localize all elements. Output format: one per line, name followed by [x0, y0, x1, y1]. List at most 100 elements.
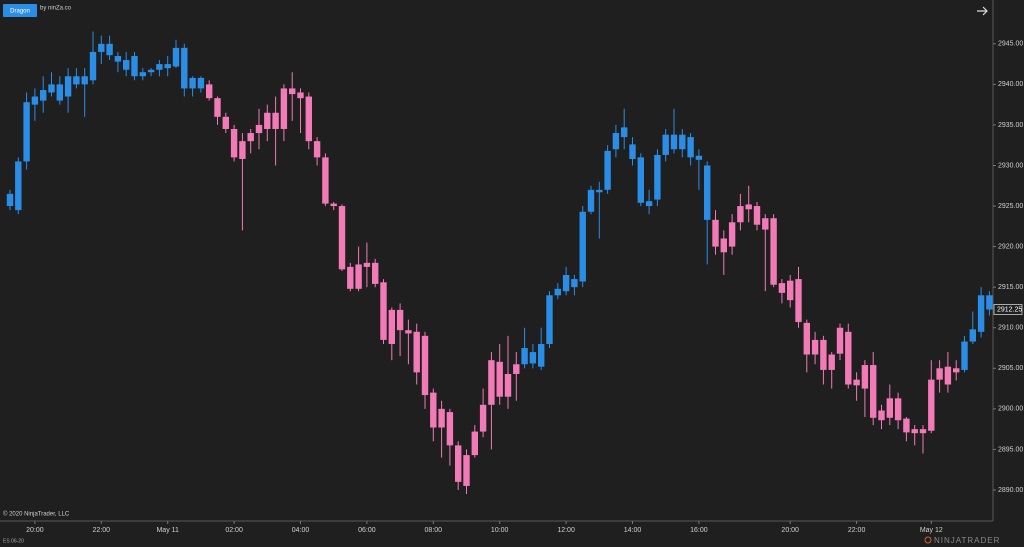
candle-body	[629, 144, 636, 160]
y-tick-label: 2925.00	[998, 203, 1023, 210]
candle-body	[911, 429, 918, 434]
candle-body	[861, 365, 869, 389]
candle-body	[894, 398, 902, 421]
candle-body	[280, 88, 288, 129]
candle-body	[31, 96, 39, 105]
candle-body	[579, 211, 586, 282]
candle-body	[637, 157, 644, 203]
candle-body	[836, 327, 844, 354]
candle-body	[322, 157, 329, 204]
candle-body	[828, 354, 835, 370]
candle-body	[338, 206, 346, 270]
candle-body	[604, 150, 611, 190]
x-tick-label: 04:00	[292, 527, 310, 534]
candle-body	[728, 222, 736, 247]
candle-body	[670, 134, 678, 150]
candle-body	[936, 368, 943, 380]
x-tick-label: 20:00	[26, 527, 44, 534]
candle-body	[571, 279, 578, 288]
y-tick-label: 2910.00	[998, 325, 1023, 332]
candle-body	[446, 412, 454, 446]
candle-body	[222, 116, 229, 129]
candle-body	[770, 218, 777, 285]
candle-body	[139, 72, 146, 77]
candle-body	[645, 201, 653, 207]
candle-body	[778, 283, 786, 293]
candle-body	[596, 189, 603, 193]
candle-body	[372, 262, 379, 284]
x-tick-label: 12:00	[557, 527, 575, 534]
candle-body	[612, 133, 620, 150]
last-price-box	[993, 304, 1023, 315]
candle-body	[330, 203, 337, 207]
candle-body	[903, 418, 910, 433]
candle-body	[886, 398, 893, 418]
candle-body	[214, 98, 221, 117]
candle-body	[405, 330, 412, 334]
indicator-button[interactable]	[3, 4, 37, 17]
candle-body	[762, 218, 769, 230]
candle-body	[305, 96, 312, 142]
candle-body	[89, 51, 97, 81]
candle-body	[587, 189, 595, 212]
candle-body	[81, 76, 88, 85]
candle-body	[289, 88, 296, 95]
copyright: © 2020 NinjaTrader, LLC	[3, 511, 70, 518]
candle-body	[40, 90, 47, 101]
candle-body	[131, 55, 138, 77]
candle-body	[845, 331, 852, 385]
candle-body	[513, 364, 520, 374]
indicator-name[interactable]: Dragon	[10, 9, 30, 15]
candle-body	[114, 55, 122, 62]
x-tick-label: 02:00	[225, 527, 243, 534]
candle-body	[488, 360, 495, 405]
candle-body	[546, 295, 553, 344]
y-tick-label: 2900.00	[998, 406, 1023, 413]
candle-body	[98, 43, 105, 52]
candle-body	[23, 102, 30, 162]
candle-body	[969, 329, 976, 342]
candle-body	[977, 295, 985, 332]
y-tick-label: 2935.00	[998, 122, 1023, 129]
x-tick-label: May 12	[920, 527, 943, 534]
candle-body	[189, 77, 196, 89]
candle-body	[795, 279, 802, 323]
candle-body	[720, 238, 727, 253]
arrow-icon[interactable]	[977, 6, 988, 16]
x-tick-label: 20:00	[781, 527, 799, 534]
candle-body	[870, 365, 877, 418]
candle-body	[239, 141, 246, 160]
candle-body	[695, 155, 703, 160]
candle-body	[264, 112, 271, 129]
candle-body	[944, 366, 952, 385]
candle-body	[928, 379, 935, 431]
x-tick-label: 22:00	[93, 527, 111, 534]
candle-body	[496, 361, 503, 397]
y-tick-label: 2920.00	[998, 243, 1023, 250]
instrument: ES 06-20	[3, 538, 24, 544]
candle-body	[413, 331, 420, 373]
x-tick-label: 16:00	[690, 527, 708, 534]
candle-body	[479, 404, 487, 432]
candle-body	[662, 134, 669, 155]
candle-body	[953, 368, 960, 373]
candle-body	[197, 77, 205, 89]
candle-body	[811, 339, 819, 355]
candle-body	[679, 134, 686, 150]
candle-body	[206, 84, 213, 99]
candle-body	[388, 309, 395, 344]
candle-body	[355, 264, 362, 289]
candle-body	[297, 92, 304, 99]
candle-body	[455, 445, 462, 482]
candle-body	[106, 43, 113, 56]
candle-body	[787, 280, 794, 301]
candle-body	[471, 431, 478, 456]
candle-body	[430, 392, 437, 428]
candle-body	[704, 165, 711, 220]
candle-body	[255, 124, 263, 134]
candle-body	[247, 133, 254, 142]
candle-body	[438, 408, 445, 428]
candle-body	[64, 76, 72, 97]
candle-body	[554, 288, 561, 296]
